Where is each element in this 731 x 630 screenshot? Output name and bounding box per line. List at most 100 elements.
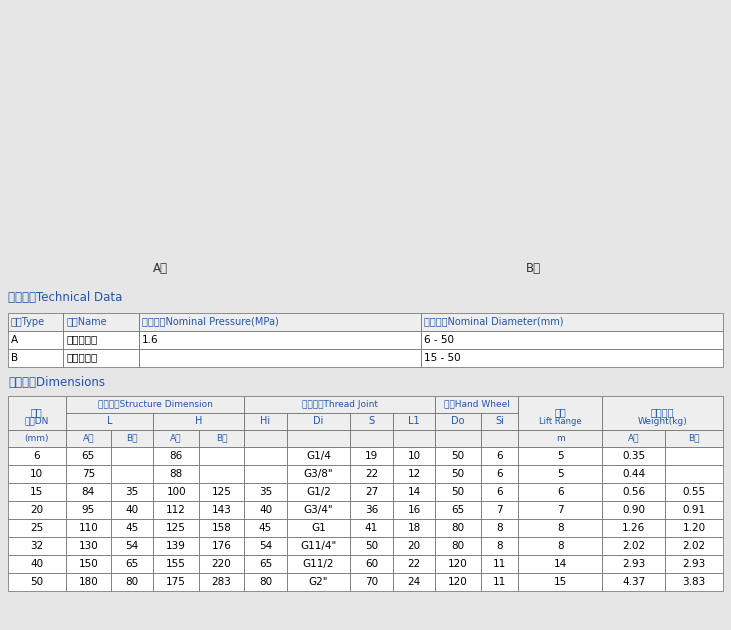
Bar [154,447,199,465]
Bar [199,501,244,518]
Text: 50: 50 [451,486,464,496]
Bar [518,554,602,573]
Text: 25: 25 [30,523,43,532]
Text: 22: 22 [407,559,420,569]
Bar [350,537,393,554]
Text: 40: 40 [30,559,43,569]
Text: 130: 130 [78,541,98,551]
Bar [154,483,199,501]
Text: 40: 40 [259,505,272,515]
Text: 16: 16 [407,505,420,515]
Bar [111,554,154,573]
Bar [480,430,518,447]
Text: 0.55: 0.55 [683,486,706,496]
Text: 5: 5 [557,469,564,479]
Bar [8,396,66,430]
Bar [421,331,723,348]
Text: 0.35: 0.35 [622,450,645,461]
Bar [602,447,665,465]
Bar [8,554,66,573]
Text: G3/8": G3/8" [303,469,333,479]
Bar [199,537,244,554]
Text: 220: 220 [212,559,232,569]
Bar [602,554,665,573]
Text: 1.6: 1.6 [142,335,159,345]
Bar [287,465,350,483]
Text: 3.83: 3.83 [683,576,706,587]
Bar [154,573,199,591]
Text: G11/2: G11/2 [303,559,334,569]
Text: B: B [11,353,18,363]
Text: Do: Do [451,416,465,426]
Text: 1.26: 1.26 [622,523,645,532]
Bar [435,573,480,591]
Text: 35: 35 [259,486,272,496]
Text: 8: 8 [496,523,503,532]
Text: 0.56: 0.56 [622,486,645,496]
Text: 6: 6 [496,486,503,496]
Bar [287,447,350,465]
Bar [350,447,393,465]
Text: B型: B型 [526,262,541,275]
Text: 通徑DN: 通徑DN [25,416,49,426]
Text: m: m [556,433,564,443]
Bar [199,430,244,447]
Bar [665,483,723,501]
Bar [480,537,518,554]
Text: Di: Di [314,416,324,426]
Text: G1/2: G1/2 [306,486,331,496]
Bar [665,465,723,483]
Text: A型: A型 [628,433,640,443]
Bar [480,447,518,465]
Text: 15: 15 [30,486,43,496]
Text: 6: 6 [496,469,503,479]
Text: 性能規范Technical Data: 性能規范Technical Data [8,291,122,304]
Bar [8,573,66,591]
Bar [350,483,393,501]
Bar [154,430,199,447]
Text: 螺紋接頭Thread Joint: 螺紋接頭Thread Joint [302,399,378,409]
Text: 65: 65 [259,559,272,569]
Text: 84: 84 [82,486,95,496]
Text: 95: 95 [82,505,95,515]
Bar [518,537,602,554]
Text: 4.37: 4.37 [622,576,645,587]
Bar [518,518,602,537]
Bar [111,573,154,591]
Text: 7: 7 [557,505,564,515]
Text: 80: 80 [451,541,464,551]
Text: 32: 32 [30,541,43,551]
Bar [287,501,350,518]
Text: A型: A型 [83,433,94,443]
Text: 2.93: 2.93 [622,559,645,569]
Text: 125: 125 [212,486,232,496]
Text: 2.93: 2.93 [683,559,706,569]
Bar [480,518,518,537]
Text: H: H [195,416,202,426]
Text: 65: 65 [451,505,464,515]
Text: 180: 180 [78,576,98,587]
Bar [350,501,393,518]
Text: 手輪Hand Wheel: 手輪Hand Wheel [444,399,510,409]
Bar [518,396,602,430]
Bar [287,554,350,573]
Bar [350,518,393,537]
Text: 35: 35 [126,486,139,496]
Bar [393,413,435,430]
Text: 6: 6 [34,450,40,461]
Bar [435,396,518,413]
Bar [154,554,199,573]
Text: 45: 45 [259,523,272,532]
Bar [393,518,435,537]
Text: 7: 7 [496,505,503,515]
Bar [480,501,518,518]
Bar [602,573,665,591]
Bar [139,331,421,348]
Text: 結構尺寸Structure Dimension: 結構尺寸Structure Dimension [97,399,213,409]
Bar [8,312,64,331]
Bar [435,413,480,430]
Bar [518,501,602,518]
Text: 8: 8 [557,541,564,551]
Text: 公稱壓力Nominal Pressure(MPa): 公稱壓力Nominal Pressure(MPa) [142,317,279,326]
Text: 12: 12 [407,469,420,479]
